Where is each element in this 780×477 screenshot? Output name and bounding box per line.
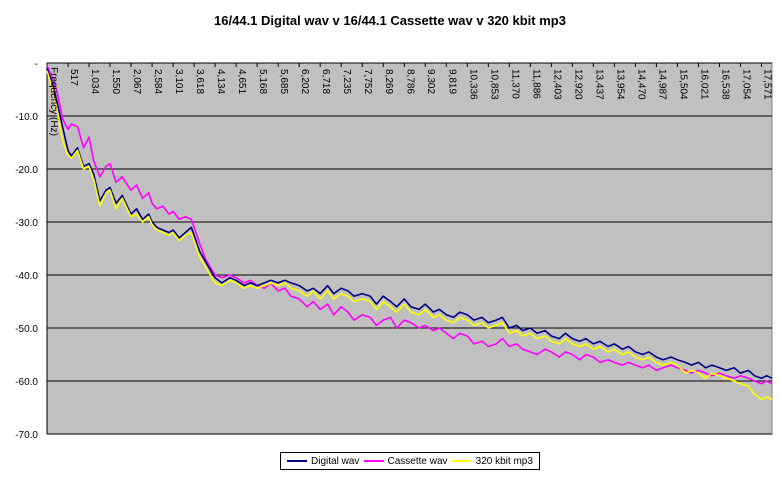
- x-tick-label: 14,987: [656, 69, 667, 100]
- series-line-mp3: [46, 70, 773, 401]
- x-tick-label: 11,370: [509, 69, 520, 99]
- x-axis-title-fragment: Frequency (Hz): [48, 67, 59, 136]
- y-tick-label: -30.0: [15, 218, 38, 229]
- x-axis-tick-labels: 517 1,034 1,550 2,067 2,584 3,101 3,618 4,134 4,…: [68, 69, 772, 100]
- series-line-cassette-wav: [46, 65, 773, 385]
- y-axis-tick-labels: - -10.0 -20.0 -30.0 -40.0 -50.0 -60.0 -70.0: [15, 59, 38, 441]
- plot-area: [46, 62, 773, 435]
- legend-swatch-digital: [287, 460, 308, 462]
- x-tick-label: 17,054: [740, 69, 751, 100]
- x-tick-label: 8,269: [383, 69, 394, 94]
- y-tick-label: -20.0: [15, 165, 38, 176]
- x-tick-label: 15,504: [677, 69, 688, 100]
- x-tick-label: 11,886: [530, 69, 541, 99]
- gridlines: [46, 62, 772, 435]
- x-tick-label: 2,584: [152, 69, 163, 94]
- x-tick-label: 7,752: [362, 69, 373, 94]
- y-tick-label: -70.0: [15, 430, 38, 441]
- y-tick-label: -10.0: [15, 112, 38, 123]
- y-tick-label: -50.0: [15, 324, 38, 335]
- legend-swatch-cassette: [363, 460, 384, 462]
- legend-item-cassette: Cassette wav: [363, 455, 448, 467]
- x-tick-label: 6,202: [299, 69, 310, 94]
- chart-title: 16/44.1 Digital wav v 16/44.1 Cassette w…: [214, 13, 566, 28]
- x-tick-label: 10,853: [488, 69, 499, 100]
- legend-swatch-mp3: [451, 460, 472, 462]
- x-tick-label: 12,403: [551, 69, 562, 100]
- x-tick-label: 13,954: [614, 69, 625, 100]
- x-tick-label: 4,134: [215, 69, 226, 94]
- x-tick-label: 13,437: [593, 69, 604, 100]
- series-line-digital-wav: [46, 68, 773, 380]
- legend-label-mp3: 320 kbit mp3: [475, 455, 533, 467]
- x-tick-label: 14,470: [635, 69, 646, 100]
- x-tick-label: 12,920: [572, 69, 583, 100]
- x-tick-label: 10,336: [467, 69, 478, 100]
- legend-item-mp3: 320 kbit mp3: [451, 455, 533, 467]
- series-lines: [46, 65, 773, 401]
- x-tick-label: 5,685: [278, 69, 289, 94]
- x-tick-label: 9,819: [446, 69, 457, 94]
- x-tick-label: 8,786: [404, 69, 415, 94]
- legend-item-digital: Digital wav: [287, 456, 359, 467]
- x-tick-label: 6,718: [320, 69, 331, 94]
- legend-label-cassette: Cassette wav: [387, 455, 448, 467]
- x-tick-label: 4,651: [236, 69, 247, 94]
- x-tick-label: 16,538: [719, 69, 730, 100]
- x-tick-label: 517: [68, 69, 79, 86]
- x-tick-label: 3,101: [173, 69, 184, 94]
- x-tick-label: 1,034: [89, 69, 100, 94]
- x-tick-label: 2,067: [131, 69, 142, 94]
- x-tick-label: 16,021: [698, 69, 709, 100]
- x-tick-label: 9,302: [425, 69, 436, 94]
- x-tick-label: 17,571: [761, 69, 772, 100]
- y-tick-label: -60.0: [15, 377, 38, 388]
- x-tick-label: 5,168: [257, 69, 268, 94]
- x-tick-label: 1,550: [110, 69, 121, 94]
- legend: Digital wav Cassette wav 320 kbit mp3: [280, 452, 540, 470]
- x-tick-label: 3,618: [194, 69, 205, 94]
- y-tick-label: -40.0: [15, 271, 38, 282]
- x-tick-label: 7,235: [341, 69, 352, 94]
- y-tick-label: -: [35, 59, 38, 70]
- legend-label-digital: Digital wav: [311, 455, 360, 467]
